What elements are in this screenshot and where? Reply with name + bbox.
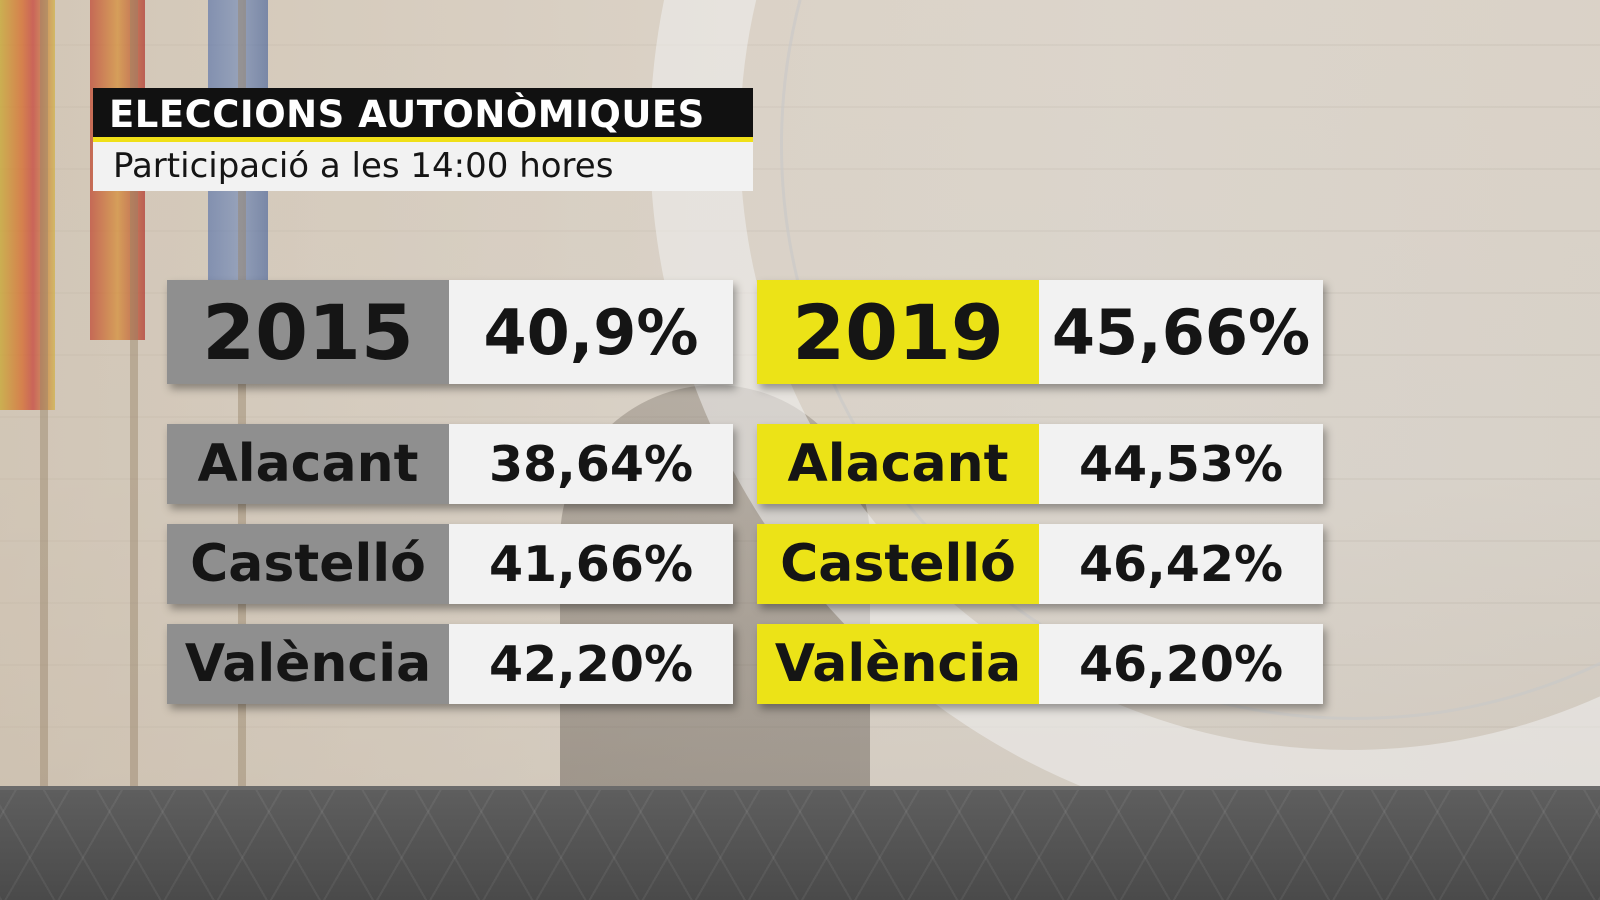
title-main: ELECCIONS AUTONÒMIQUES bbox=[93, 88, 753, 142]
province-label: València bbox=[757, 624, 1039, 704]
row-2015-castello: Castelló 41,66% bbox=[167, 524, 733, 604]
floor-edge bbox=[0, 786, 1600, 792]
province-label: Alacant bbox=[757, 424, 1039, 504]
row-2015-alacant: Alacant 38,64% bbox=[167, 424, 733, 504]
province-label: València bbox=[167, 624, 449, 704]
province-value: 44,53% bbox=[1039, 424, 1323, 504]
province-label: Castelló bbox=[167, 524, 449, 604]
flag-pole bbox=[40, 0, 48, 790]
total-value: 45,66% bbox=[1039, 280, 1323, 384]
flag-pole bbox=[238, 0, 246, 790]
graphic-title: ELECCIONS AUTONÒMIQUES Participació a le… bbox=[93, 88, 753, 191]
year-label: 2015 bbox=[167, 280, 449, 384]
row-2019-valencia: València 46,20% bbox=[757, 624, 1323, 704]
province-value: 38,64% bbox=[449, 424, 733, 504]
title-subtitle: Participació a les 14:00 hores bbox=[93, 142, 753, 191]
row-2019-castello: Castelló 46,42% bbox=[757, 524, 1323, 604]
flag-valencia bbox=[0, 0, 55, 410]
province-value: 42,20% bbox=[449, 624, 733, 704]
row-2019-total: 2019 45,66% bbox=[757, 280, 1323, 384]
province-label: Castelló bbox=[757, 524, 1039, 604]
row-2015-total: 2015 40,9% bbox=[167, 280, 733, 384]
province-value: 46,42% bbox=[1039, 524, 1323, 604]
province-label: Alacant bbox=[167, 424, 449, 504]
province-value: 41,66% bbox=[449, 524, 733, 604]
year-label: 2019 bbox=[757, 280, 1039, 384]
tiled-floor bbox=[0, 790, 1600, 900]
province-value: 46,20% bbox=[1039, 624, 1323, 704]
total-value: 40,9% bbox=[449, 280, 733, 384]
flag-pole bbox=[130, 0, 138, 790]
row-2019-alacant: Alacant 44,53% bbox=[757, 424, 1323, 504]
row-2015-valencia: València 42,20% bbox=[167, 624, 733, 704]
